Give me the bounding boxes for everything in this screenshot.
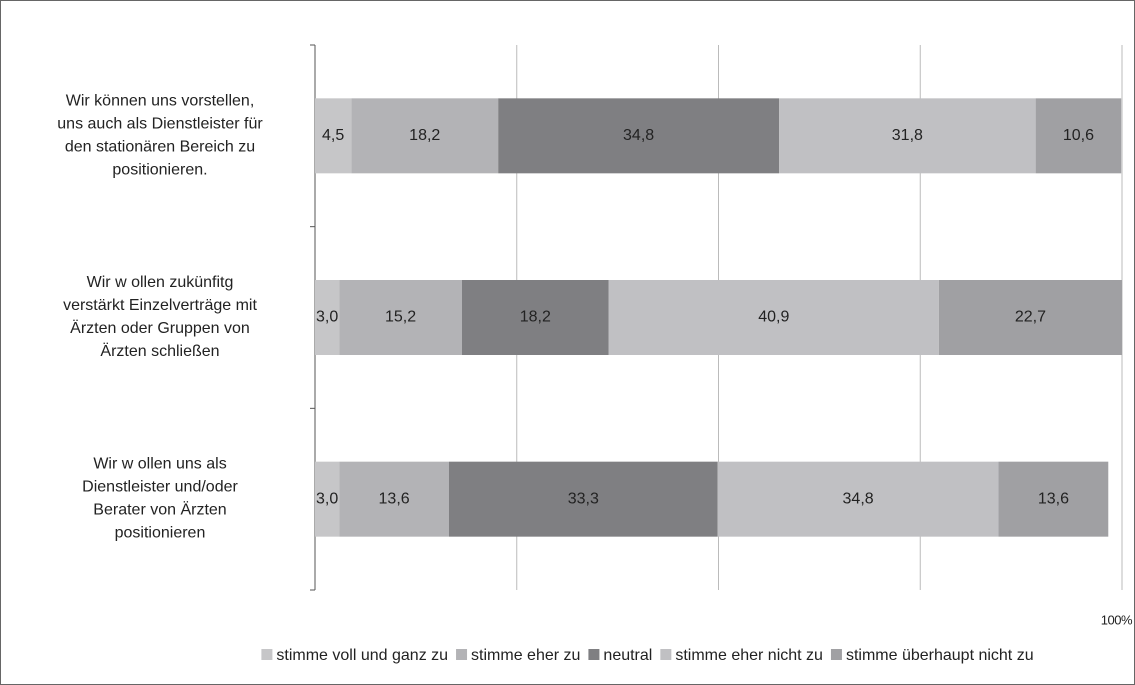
legend-swatch bbox=[660, 649, 672, 660]
legend-label: stimme eher zu bbox=[471, 647, 580, 664]
legend-label: stimme überhaupt nicht zu bbox=[846, 647, 1034, 664]
category-label-line: Wir w ollen uns als bbox=[93, 456, 226, 473]
data-label: 3,0 bbox=[316, 490, 338, 507]
legend-swatch bbox=[456, 649, 468, 660]
bar-segment bbox=[608, 280, 939, 355]
category-label: Wir können uns vorstellen, uns auch als D… bbox=[57, 93, 263, 179]
bar-segment bbox=[315, 98, 352, 174]
category-label-line: Berater von Ärzten bbox=[93, 501, 226, 519]
data-label: 3,0 bbox=[316, 309, 338, 326]
bar-segment bbox=[315, 461, 340, 537]
data-label: 13,6 bbox=[379, 490, 410, 507]
category-label-line: Ärzten schließen bbox=[100, 342, 219, 360]
category-label-line: Dienstleister und/oder bbox=[82, 479, 238, 496]
category-label-line: verstärkt Einzelverträge mit bbox=[63, 297, 257, 314]
category-label-line: uns auch als Dienstleister für bbox=[57, 116, 263, 133]
bar-segment bbox=[779, 98, 1036, 174]
data-label: 22,7 bbox=[1015, 309, 1046, 326]
legend-label: stimme eher nicht zu bbox=[675, 647, 823, 664]
data-label: 15,2 bbox=[385, 309, 416, 326]
data-label: 31,8 bbox=[892, 127, 923, 144]
bar-segment bbox=[351, 98, 499, 174]
bar-segment bbox=[461, 280, 609, 355]
category-label-line: Ärzten oder Gruppen von bbox=[70, 319, 250, 337]
category-label: Wir w ollen zukünfitg verstärkt Einzelver… bbox=[63, 274, 257, 360]
bar-segment bbox=[717, 461, 999, 537]
data-label: 10,6 bbox=[1063, 127, 1094, 144]
legend-swatch bbox=[830, 649, 842, 660]
legend-swatch bbox=[261, 649, 273, 660]
bar-segment bbox=[448, 461, 718, 537]
category-label-line: positionieren bbox=[115, 525, 206, 542]
x-tick-label: 100% bbox=[1101, 612, 1133, 627]
category-label: Wir w ollen uns als Dienstleister und/ode… bbox=[82, 456, 238, 542]
legend: stimme voll und ganz zu stimme eher zu neu… bbox=[261, 647, 1034, 664]
legend-label: stimme voll und ganz zu bbox=[276, 647, 448, 664]
legend-label: neutral bbox=[603, 647, 652, 664]
category-label-line: den stationären Bereich zu bbox=[65, 139, 255, 156]
bar-segment bbox=[315, 280, 340, 355]
data-label: 4,5 bbox=[322, 127, 344, 144]
data-label: 18,2 bbox=[409, 127, 440, 144]
category-label-line: Wir w ollen zukünfitg bbox=[87, 274, 234, 291]
bar-segment bbox=[339, 461, 449, 537]
bar-segment bbox=[938, 280, 1122, 355]
data-label: 34,8 bbox=[623, 127, 654, 144]
category-label-line: positionieren. bbox=[112, 162, 207, 179]
data-label: 40,9 bbox=[758, 309, 789, 326]
bar-segment bbox=[1035, 98, 1122, 174]
legend-swatch bbox=[588, 649, 600, 660]
bar-segment bbox=[339, 280, 462, 355]
data-label: 33,3 bbox=[568, 490, 599, 507]
category-label-line: Wir können uns vorstellen, bbox=[66, 93, 255, 110]
data-label: 18,2 bbox=[520, 309, 551, 326]
bar-segment bbox=[498, 98, 780, 174]
bar-segment bbox=[998, 461, 1109, 537]
data-label: 34,8 bbox=[843, 490, 874, 507]
data-label: 13,6 bbox=[1038, 490, 1069, 507]
